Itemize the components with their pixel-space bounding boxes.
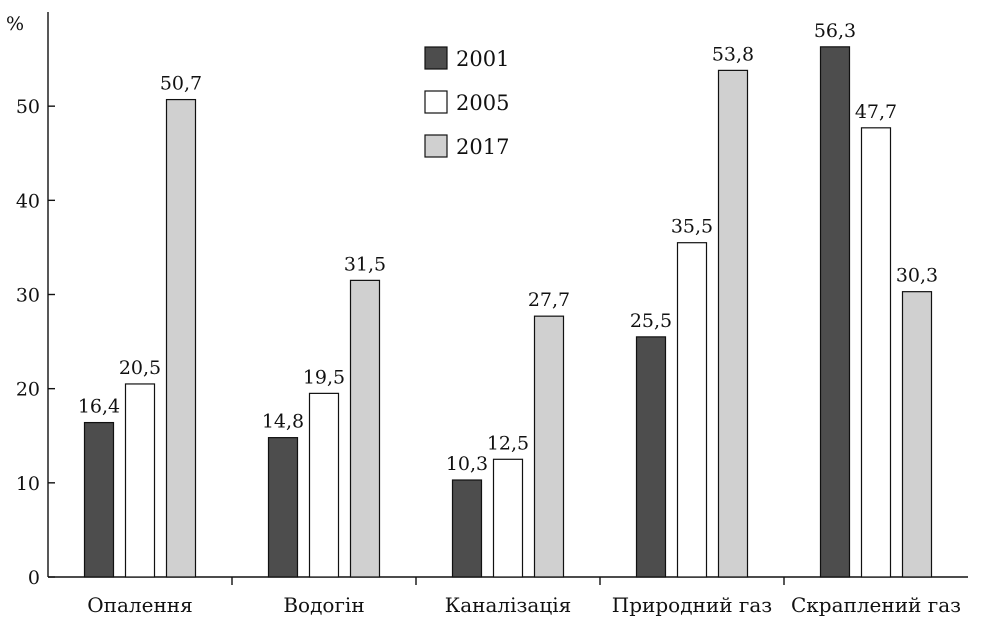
data-label: 35,5	[671, 216, 713, 238]
bars	[83, 46, 933, 578]
y-tick-label: 50	[16, 96, 40, 118]
bar-2017	[349, 279, 381, 578]
category-label: Каналізація	[445, 593, 571, 617]
legend-label: 2005	[456, 91, 509, 115]
data-label: 20,5	[119, 357, 161, 379]
legend-swatch	[424, 134, 448, 158]
y-axis-unit: %	[6, 13, 24, 35]
category-label: Природний газ	[612, 593, 772, 617]
y-tick-label: 20	[16, 379, 40, 401]
category-label: Скраплений газ	[791, 593, 961, 617]
category-label: Водогін	[283, 593, 364, 617]
bar-2001	[83, 421, 115, 578]
bar-2017	[717, 69, 749, 578]
data-label: 12,5	[487, 432, 529, 454]
category-label: Опалення	[87, 593, 192, 617]
axes: 0 10 20 30 40 50 Опалення Водогін Каналізація При…	[16, 12, 968, 617]
bar-2017	[165, 98, 197, 578]
legend-label: 2001	[456, 47, 509, 71]
bar-2005	[308, 392, 340, 578]
legend-swatch	[424, 46, 448, 70]
data-label: 30,3	[896, 265, 938, 287]
data-label: 19,5	[303, 366, 345, 388]
data-label: 56,3	[814, 20, 856, 42]
legend-swatch	[424, 90, 448, 114]
bar-2001	[451, 479, 483, 578]
bar-2005	[124, 383, 156, 578]
legend-label: 2017	[456, 135, 509, 159]
data-label: 31,5	[344, 253, 386, 275]
bar-2001	[267, 437, 299, 578]
data-label: 14,8	[262, 411, 304, 433]
data-label: 27,7	[528, 289, 570, 311]
bar-2017	[533, 315, 565, 578]
y-tick-label: 0	[28, 567, 40, 589]
bar-2005	[492, 458, 524, 578]
y-tick-label: 30	[16, 285, 40, 307]
data-label: 10,3	[446, 453, 488, 475]
bar-2001	[819, 46, 851, 578]
data-label: 53,8	[712, 43, 754, 65]
data-label: 16,4	[78, 396, 120, 418]
value-labels: 16,4 20,5 50,7 14,8 19,5 31,5 10,312,5 27,7 25,5…	[78, 20, 938, 475]
data-label: 25,5	[630, 310, 672, 332]
y-tick-label: 10	[16, 473, 40, 495]
y-tick-label: 40	[16, 190, 40, 212]
bar-2005	[676, 242, 708, 578]
legend: 2001 2005 2017	[424, 46, 509, 159]
data-label: 47,7	[855, 101, 897, 123]
bar-2017	[901, 291, 933, 578]
data-label: 50,7	[160, 73, 202, 95]
bar-2005	[860, 127, 892, 578]
bar-2001	[635, 336, 667, 578]
